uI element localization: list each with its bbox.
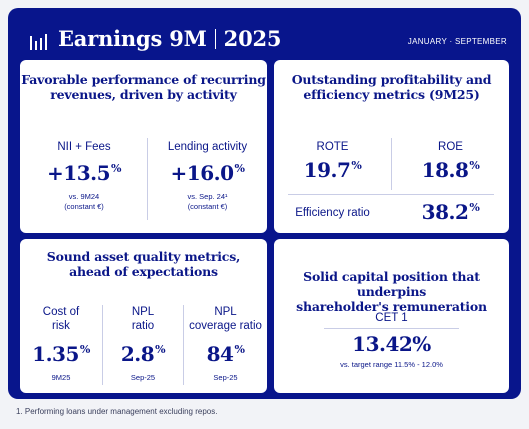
rote-number: 19.7 (303, 158, 351, 182)
lending-value: +16.0% (148, 161, 267, 185)
title-line: Favorable performance of recurring (21, 72, 266, 87)
card-divider (288, 194, 494, 195)
card-divider (102, 305, 103, 385)
efficiency-label: Efficiency ratio (295, 207, 370, 219)
label-line: coverage ratio (189, 320, 262, 332)
nii-fees-unit: % (111, 162, 121, 175)
card-revenues-title: Favorable performance of recurring reven… (20, 72, 267, 102)
card-capital-title: Solid capital position that underpins sh… (274, 269, 509, 314)
efficiency-unit: % (469, 201, 480, 214)
card-asset-quality: Sound asset quality metrics, ahead of ex… (20, 239, 267, 393)
title-main: Earnings 9M (58, 26, 207, 51)
rote-unit: % (351, 159, 362, 172)
rote-value: 19.7% (274, 158, 391, 182)
card-divider (183, 305, 184, 385)
lending-number: +16.0 (170, 161, 234, 185)
efficiency-value: 38.2% (392, 200, 509, 224)
title-year: 2025 (223, 26, 282, 51)
footnote: 1. Performing loans under management exc… (16, 407, 218, 416)
npl-ratio-label: NPL ratio (103, 305, 183, 333)
lending-comparison: vs. Sep. 24¹ (constant €) (148, 192, 267, 212)
roe-number: 18.8 (421, 158, 469, 182)
card-divider (391, 138, 392, 190)
cost-of-risk-period: 9M25 (51, 373, 71, 382)
infographic-frame: Earnings 9M 2025 JANUARY · SEPTEMBER Favo… (8, 8, 521, 399)
nii-fees-label: NII + Fees (57, 141, 111, 153)
card-revenues: Favorable performance of recurring reven… (20, 60, 267, 233)
cost-of-risk-unit: % (79, 343, 90, 356)
npl-coverage-period: Sep-25 (213, 373, 238, 382)
label-line: ratio (131, 320, 155, 332)
cost-of-risk-label: Cost of risk (20, 305, 102, 333)
card-asset-quality-title: Sound asset quality metrics, ahead of ex… (20, 249, 267, 279)
label-line: NPL (214, 306, 237, 318)
nii-fees-number: +13.5 (47, 161, 110, 185)
title-line: ahead of expectations (69, 264, 218, 279)
label-line: Cost of (42, 306, 80, 318)
title-line: Sound asset quality metrics, (46, 249, 241, 264)
sub-line: vs. 9M24 (68, 192, 100, 201)
rote-label: ROTE (316, 141, 349, 153)
title-line: shareholder's remuneration (296, 299, 487, 314)
cet1-value: 13.42% (352, 332, 431, 356)
cost-of-risk-number: 1.35 (32, 342, 79, 366)
card-divider (147, 138, 148, 220)
title-line: Outstanding profitability and (291, 72, 492, 87)
npl-ratio-value: 2.8% (103, 342, 183, 366)
title-line: Solid capital position that underpins (303, 269, 480, 299)
nii-fees-comparison: vs. 9M24 (constant €) (20, 192, 148, 212)
efficiency-number: 38.2 (421, 200, 469, 224)
sub-line: vs. Sep. 24¹ (187, 192, 228, 201)
npl-coverage-unit: % (234, 343, 245, 356)
card-profitability-title: Outstanding profitability and efficiency… (274, 72, 509, 102)
npl-ratio-period: Sep-25 (130, 373, 156, 382)
cet1-target-range: vs. target range 11.5% - 12.0% (340, 360, 443, 369)
card-profitability: Outstanding profitability and efficiency… (274, 60, 509, 233)
cost-of-risk-value: 1.35% (20, 342, 102, 366)
title-line: efficiency metrics (9M25) (303, 87, 480, 102)
page-title: Earnings 9M 2025 (58, 26, 282, 51)
title-line: revenues, driven by activity (50, 87, 237, 102)
roe-value: 18.8% (392, 158, 509, 182)
lending-label: Lending activity (167, 141, 248, 153)
lending-unit: % (234, 162, 245, 175)
npl-coverage-number: 84 (206, 342, 234, 366)
label-line: risk (52, 320, 70, 332)
roe-label: ROE (438, 141, 463, 153)
nii-fees-value: +13.5% (20, 161, 148, 185)
cet1-label: CET 1 (375, 312, 408, 324)
label-line: NPL (131, 306, 155, 318)
sub-line: (constant €) (187, 202, 228, 211)
roe-unit: % (469, 159, 480, 172)
npl-ratio-unit: % (155, 343, 166, 356)
npl-coverage-label: NPL coverage ratio (184, 305, 267, 333)
title-divider (214, 29, 216, 49)
period-label: JANUARY · SEPTEMBER (407, 37, 507, 46)
npl-ratio-number: 2.8 (120, 342, 155, 366)
bar-chart-logo-icon (30, 34, 47, 50)
card-capital: Solid capital position that underpins sh… (274, 239, 509, 393)
npl-coverage-value: 84% (184, 342, 267, 366)
sub-line: (constant €) (64, 202, 104, 211)
card-divider (324, 328, 459, 329)
